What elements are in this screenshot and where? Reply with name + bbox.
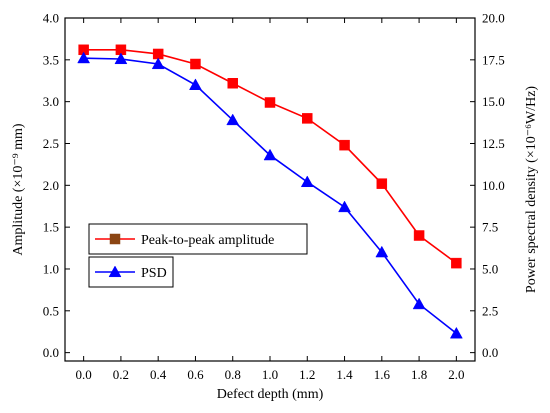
data-point: [151, 57, 165, 70]
data-point: [189, 78, 202, 90]
y-tick-label: 3.5: [43, 52, 59, 67]
y2-tick-label: 7.5: [482, 220, 498, 235]
y-tick-label: 0.0: [43, 345, 59, 360]
y2-tick-label: 5.0: [482, 261, 498, 276]
data-point: [302, 113, 313, 124]
y2-tick-label: 10.0: [482, 178, 505, 193]
data-point: [413, 230, 425, 241]
x-tick-label: 0.0: [76, 367, 92, 382]
legend-marker: [108, 265, 122, 278]
x-tick-label: 2.0: [448, 367, 464, 382]
plot-frame: [64, 17, 476, 362]
data-point: [227, 78, 238, 89]
x-tick-label: 0.2: [113, 367, 129, 382]
data-point: [190, 58, 201, 70]
data-point: [114, 52, 128, 65]
data-point: [263, 148, 277, 161]
y-axis-label: Amplitude (×10⁻⁹ mm): [11, 123, 26, 255]
y-tick-label: 3.0: [43, 94, 59, 109]
psd-series: [77, 51, 463, 339]
data-point: [152, 48, 164, 60]
data-point: [449, 326, 463, 339]
y2-tick-label: 12.5: [482, 136, 505, 151]
y-tick-label: 4.0: [43, 11, 59, 26]
y2-tick-label: 17.5: [482, 52, 505, 67]
amplitude-series: [78, 44, 462, 269]
y-tick-label: 2.5: [43, 136, 59, 151]
data-point: [339, 139, 350, 151]
legend-marker: [109, 233, 121, 245]
y2-axis-label: Power spectral density (×10⁻⁶W/Hz): [524, 86, 539, 294]
data-point: [375, 245, 389, 258]
legend-label: Peak-to-peak amplitude: [141, 233, 274, 248]
y2-tick-label: 0.0: [482, 345, 498, 360]
legend: Peak-to-peak amplitude PSD: [88, 223, 308, 288]
y2-tick-label: 2.5: [482, 303, 498, 318]
x-tick-label: 1.6: [374, 367, 391, 382]
series-group: [77, 44, 463, 339]
x-axis-label: Defect depth (mm): [217, 387, 324, 402]
data-point: [338, 200, 351, 213]
data-point: [451, 257, 462, 269]
data-point: [300, 175, 314, 188]
y-tick-label: 2.0: [43, 178, 59, 193]
x-tick-label: 1.4: [336, 367, 353, 382]
y2-tick-label: 15.0: [482, 94, 505, 109]
data-point: [412, 297, 426, 310]
data-point: [376, 178, 388, 189]
ticks-group: 0.0 0.2 0.4 0.6 0.8 1.0 1.2 1.4 1.6 1.8 2.0 0.0 0.5 1…: [43, 11, 505, 383]
data-point: [77, 51, 91, 64]
data-point: [226, 113, 240, 126]
x-tick-label: 1.8: [411, 367, 427, 382]
axes-group: [64, 17, 476, 362]
legend-label: PSD: [141, 266, 167, 281]
x-tick-label: 1.2: [299, 367, 315, 382]
x-tick-label: 0.4: [150, 367, 167, 382]
legend-item: Peak-to-peak amplitude: [88, 223, 308, 255]
x-tick-label: 0.8: [225, 367, 241, 382]
x-tick-label: 0.6: [187, 367, 204, 382]
y-tick-label: 0.5: [43, 303, 59, 318]
y-tick-label: 1.5: [43, 220, 59, 235]
x-tick-label: 1.0: [262, 367, 278, 382]
data-point: [264, 97, 276, 108]
legend-item: PSD: [88, 256, 174, 288]
y-tick-label: 1.0: [43, 261, 59, 276]
y2-tick-label: 20.0: [482, 11, 505, 26]
